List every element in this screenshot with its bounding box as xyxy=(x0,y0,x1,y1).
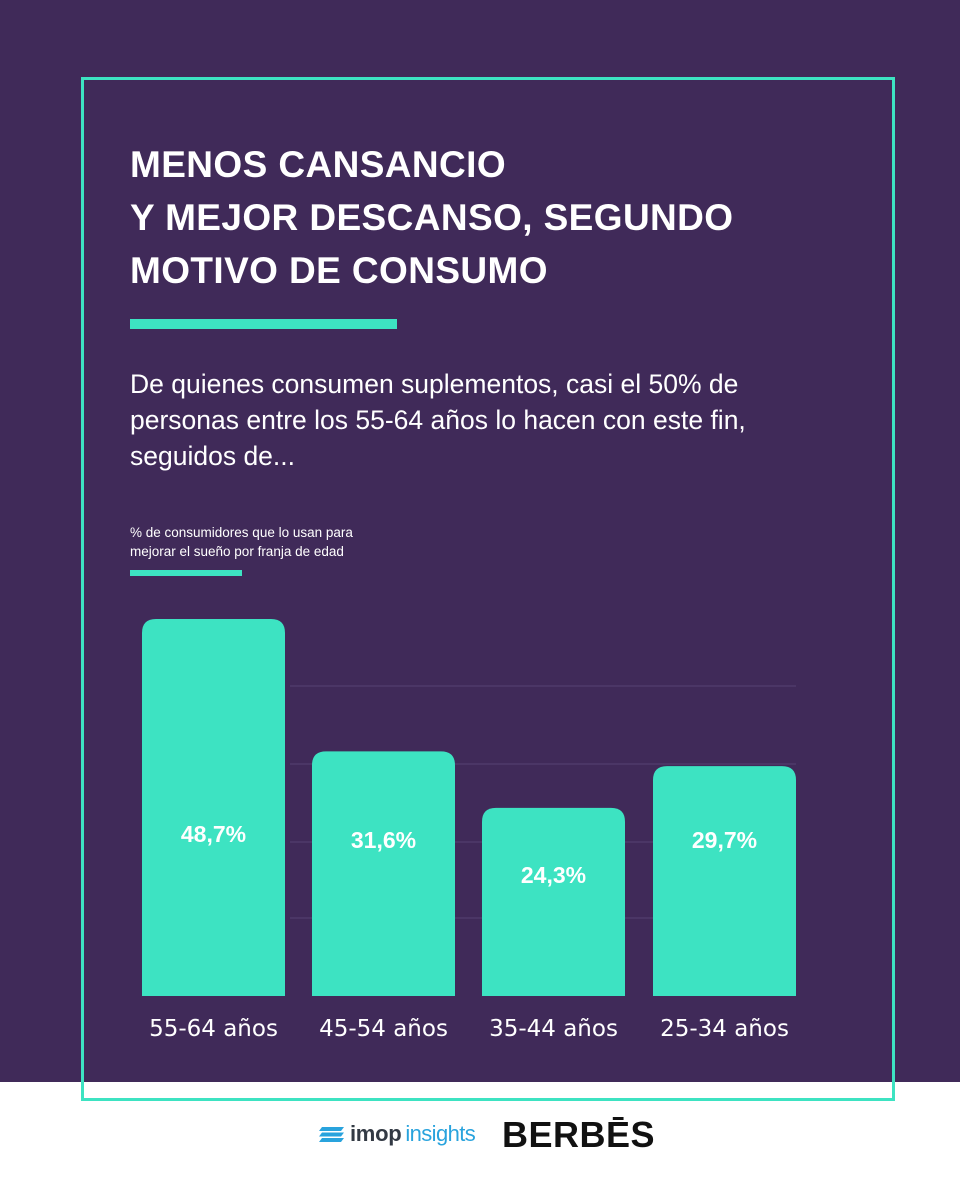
caption-divider xyxy=(130,570,242,576)
category-label-2: 45-54 años xyxy=(319,1016,448,1042)
category-label-4: 25-34 años xyxy=(660,1016,789,1042)
logo-strip xyxy=(0,1082,960,1200)
value-label-4: 29,7% xyxy=(692,827,757,853)
imop-logo-subtext: insights xyxy=(405,1121,476,1146)
imop-logo-text: imop xyxy=(350,1121,402,1146)
accent-frame xyxy=(81,77,895,1101)
page-title: MENOS CANSANCIO Y MEJOR DESCANSO, SEGUND… xyxy=(130,138,890,297)
bar-chart: 48,7% 55-64 años 31,6% 45-54 años 24,3% 35-44… xyxy=(142,619,796,1042)
value-label-1: 48,7% xyxy=(181,821,246,847)
berbes-logo: BERBĒS xyxy=(502,1114,656,1155)
bar-3 xyxy=(482,807,625,996)
chart-caption-line-2: mejorar el sueño por franja de edad xyxy=(130,544,344,559)
title-divider xyxy=(130,319,397,329)
value-label-3: 24,3% xyxy=(521,862,586,888)
bar-4 xyxy=(653,766,796,996)
chart-caption: % de consumidores que lo usan para mejor… xyxy=(130,523,450,561)
title-line-1: MENOS CANSANCIO xyxy=(130,144,507,185)
title-line-2: Y MEJOR DESCANSO, SEGUNDO xyxy=(130,197,734,238)
imop-insights-logo: imop insights xyxy=(318,1119,476,1149)
subtitle-line-3: seguidos de... xyxy=(130,441,296,471)
chart-caption-line-1: % de consumidores que lo usan para xyxy=(130,525,353,540)
bar-2 xyxy=(312,751,455,996)
category-label-1: 55-64 años xyxy=(149,1016,278,1042)
imop-mark-icon xyxy=(319,1127,344,1142)
value-label-2: 31,6% xyxy=(351,827,416,853)
subtitle-line-2: personas entre los 55-64 años lo hacen c… xyxy=(130,405,746,435)
subtitle: De quienes consumen suplementos, casi el… xyxy=(130,366,850,474)
subtitle-line-1: De quienes consumen suplementos, casi el… xyxy=(130,369,739,399)
category-label-3: 35-44 años xyxy=(489,1016,618,1042)
bar-1 xyxy=(142,619,285,996)
title-line-3: MOTIVO DE CONSUMO xyxy=(130,250,548,291)
